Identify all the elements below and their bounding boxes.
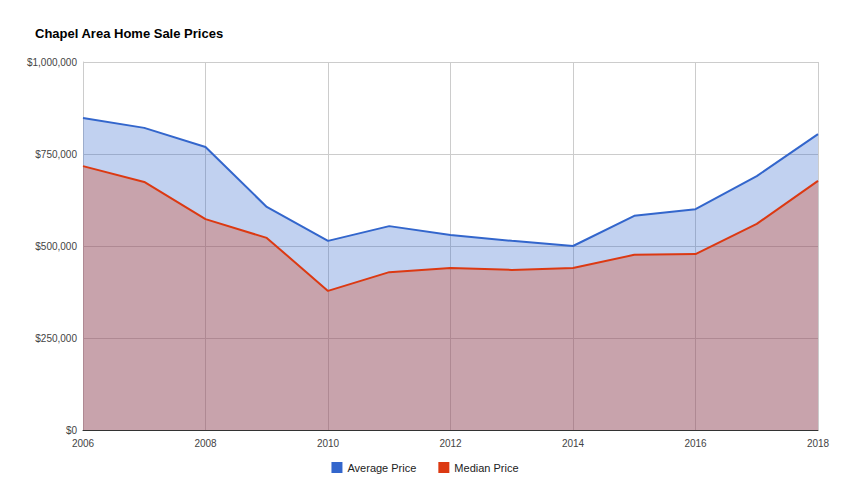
svg-text:2006: 2006 <box>72 438 95 449</box>
svg-text:2008: 2008 <box>194 438 217 449</box>
svg-text:Median Price: Median Price <box>454 462 518 474</box>
svg-text:$0: $0 <box>66 425 78 436</box>
svg-text:$750,000: $750,000 <box>35 149 77 160</box>
svg-text:2010: 2010 <box>317 438 340 449</box>
svg-text:2012: 2012 <box>439 438 462 449</box>
svg-text:2016: 2016 <box>684 438 707 449</box>
svg-text:Average Price: Average Price <box>347 462 416 474</box>
svg-text:2014: 2014 <box>562 438 585 449</box>
svg-text:$500,000: $500,000 <box>35 241 77 252</box>
svg-text:2018: 2018 <box>807 438 830 449</box>
svg-text:$1,000,000: $1,000,000 <box>27 57 77 68</box>
svg-text:$250,000: $250,000 <box>35 333 77 344</box>
svg-text:Chapel Area Home Sale Prices: Chapel Area Home Sale Prices <box>35 26 223 41</box>
